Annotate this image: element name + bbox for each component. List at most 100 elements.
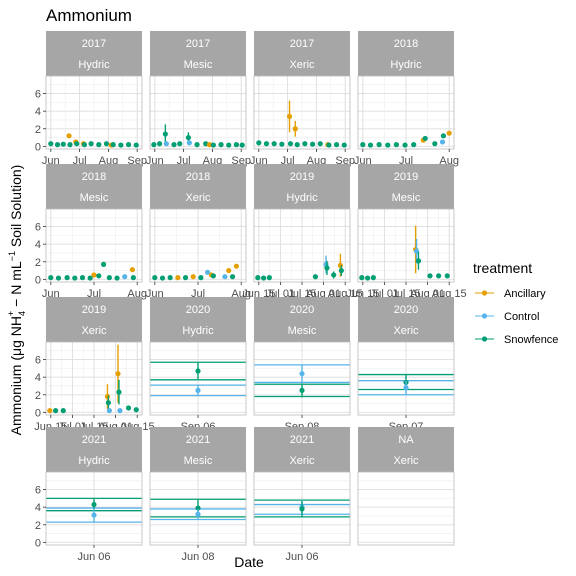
data-point — [239, 142, 245, 148]
data-point — [163, 141, 169, 147]
data-point — [226, 267, 232, 274]
data-point — [385, 142, 391, 148]
y-tick-label: 4 — [35, 372, 41, 384]
facet-strip-year: 2020 — [290, 304, 314, 316]
facet-strip — [46, 31, 142, 76]
y-tick-label: 6 — [35, 222, 41, 234]
data-point — [72, 275, 78, 281]
data-point — [60, 141, 66, 147]
data-point — [91, 501, 97, 508]
facet-strip-site: Xeric — [393, 455, 419, 467]
facet-strip — [254, 31, 350, 76]
facet-strip-site: Xeric — [289, 455, 315, 467]
data-point — [115, 371, 121, 377]
facet-strip-site: Xeric — [289, 59, 315, 71]
data-point — [54, 142, 61, 148]
data-point — [47, 408, 53, 414]
data-point — [114, 275, 120, 281]
facet-strip-site: Xeric — [185, 192, 211, 204]
data-point — [167, 275, 173, 281]
data-point — [360, 142, 366, 148]
data-point — [87, 275, 93, 281]
data-point — [312, 274, 319, 280]
data-point — [263, 141, 270, 147]
facet-strip — [150, 427, 246, 472]
data-point — [271, 141, 277, 147]
data-point — [324, 265, 330, 271]
legend-item-ancillary: Ancillary — [475, 288, 546, 300]
data-point — [302, 141, 308, 147]
legend-title: treatment — [473, 260, 532, 276]
facet-panel: 2020MesicSep 08 — [253, 297, 351, 433]
facet-panel: 2020HydricSep 06 — [149, 297, 247, 433]
data-point — [171, 142, 177, 148]
data-point — [157, 141, 163, 147]
data-point — [206, 142, 213, 148]
chart-title: Ammonium — [46, 6, 132, 25]
data-point — [162, 131, 168, 137]
data-point — [427, 273, 433, 279]
data-point — [205, 269, 211, 275]
data-point — [440, 133, 447, 139]
facet-strip-year: 2018 — [394, 38, 418, 50]
facet-strip — [254, 297, 350, 342]
data-point — [365, 275, 371, 281]
data-point — [422, 135, 428, 142]
data-point — [326, 142, 332, 148]
x-axis-title: Date — [234, 554, 264, 570]
data-point — [359, 275, 365, 281]
facet-panel: 2020XericSep 07 — [357, 297, 455, 433]
data-point — [185, 134, 191, 141]
data-point — [198, 275, 204, 281]
data-point — [218, 142, 224, 148]
facet-strip-site: Hydric — [78, 455, 110, 467]
data-point — [210, 142, 216, 148]
data-point — [436, 273, 442, 279]
data-point — [129, 267, 135, 273]
data-point — [233, 142, 239, 148]
data-point — [125, 142, 132, 148]
y-tick-label: 2 — [35, 520, 41, 532]
data-point — [286, 113, 293, 120]
data-point — [444, 273, 450, 279]
data-point — [299, 387, 305, 393]
data-point — [446, 130, 452, 136]
y-axis-title: Ammonium (μg NH4+ − N mL−1 Soil Solution… — [6, 165, 27, 436]
data-point — [125, 405, 132, 411]
facet-panel: NA Xeric — [357, 427, 455, 546]
legend-key-point — [481, 290, 488, 296]
data-point — [370, 275, 376, 281]
facet-strip-year: 2018 — [82, 171, 106, 183]
data-point — [195, 505, 201, 511]
legend-label: Control — [504, 311, 539, 323]
panel-border — [357, 471, 455, 546]
facet-strip-site: Mesic — [80, 192, 109, 204]
panel-background — [358, 472, 454, 545]
y-tick-label: 2 — [35, 390, 41, 402]
y-tick-label: 6 — [35, 485, 41, 497]
data-point — [411, 142, 417, 148]
data-point — [177, 141, 183, 147]
y-tick-label: 2 — [35, 257, 41, 269]
data-point — [104, 393, 111, 400]
data-point — [195, 368, 201, 374]
x-tick-label: Jun 08 — [181, 551, 214, 563]
data-point — [103, 141, 110, 147]
data-point — [96, 142, 102, 148]
data-point — [266, 275, 272, 281]
data-point — [439, 139, 446, 145]
data-point — [60, 408, 66, 414]
facet-strip-site: Mesic — [184, 455, 213, 467]
facet-strip — [254, 164, 350, 209]
facet-strip-site: Xeric — [81, 325, 107, 337]
facet-strip-year: 2019 — [82, 304, 106, 316]
facet-strip-year: 2018 — [186, 171, 210, 183]
data-point — [110, 142, 116, 148]
